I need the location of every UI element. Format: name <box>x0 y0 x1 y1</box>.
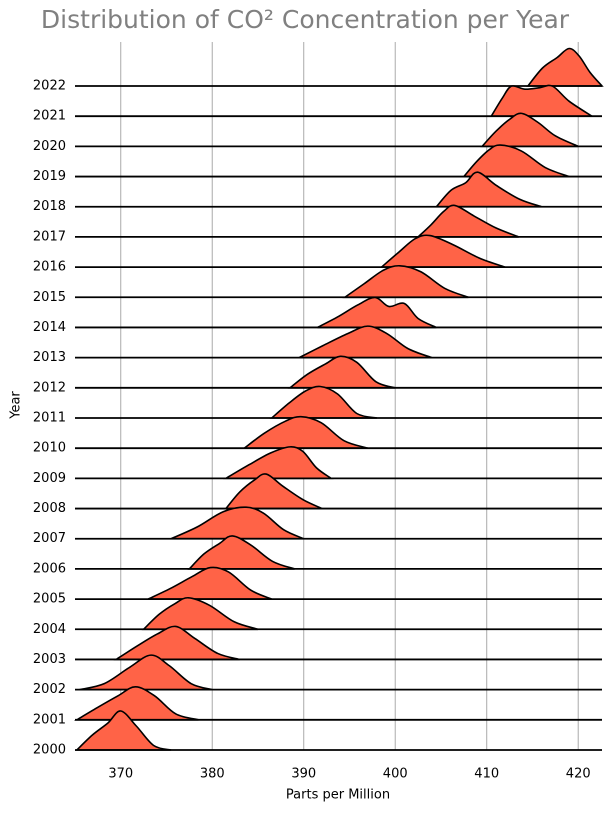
y-tick-label: 2017 <box>33 229 66 244</box>
y-tick-label: 2003 <box>33 652 66 667</box>
y-tick-label: 2010 <box>33 441 66 456</box>
ridge <box>79 654 213 691</box>
ridge <box>480 112 579 148</box>
ridge <box>74 710 172 751</box>
y-tick-label: 2021 <box>33 109 66 124</box>
x-tick-label: 410 <box>474 767 499 782</box>
x-axis-label: Parts per Million <box>286 788 390 803</box>
ridge <box>298 325 433 359</box>
ridge <box>73 686 199 721</box>
y-tick-label: 2020 <box>33 139 66 154</box>
ridge <box>317 296 437 329</box>
x-tick-label: 390 <box>291 767 316 782</box>
ridge <box>416 204 520 238</box>
y-tick-label: 2016 <box>33 260 66 275</box>
y-tick-label: 2019 <box>33 169 66 184</box>
y-axis-label: Year <box>9 391 24 420</box>
ridge <box>287 355 396 389</box>
y-tick-label: 2005 <box>33 592 66 607</box>
x-tick-label: 400 <box>383 767 408 782</box>
ridge <box>147 566 273 600</box>
ridge <box>241 415 369 449</box>
y-tick-label: 2009 <box>33 471 66 486</box>
ridge <box>170 506 305 540</box>
y-tick-label: 2006 <box>33 561 66 576</box>
ridge <box>113 625 240 661</box>
ridge <box>526 47 604 87</box>
y-tick-label: 2011 <box>33 411 66 426</box>
x-tick-label: 380 <box>200 767 225 782</box>
ridge <box>379 234 506 268</box>
y-tick-label: 2004 <box>33 622 66 637</box>
ridge <box>224 473 323 510</box>
y-tick-label: 2022 <box>33 79 66 94</box>
y-tick-label: 2000 <box>33 743 66 758</box>
y-tick-label: 2013 <box>33 350 66 365</box>
y-tick-label: 2014 <box>33 320 66 335</box>
y-tick-label: 2012 <box>33 380 66 395</box>
ridge <box>434 171 542 208</box>
ridge <box>269 385 378 419</box>
x-tick-label: 420 <box>566 767 591 782</box>
y-tick-label: 2001 <box>33 712 66 727</box>
ridge <box>462 144 570 178</box>
y-tick-label: 2015 <box>33 290 66 305</box>
y-tick-label: 2002 <box>33 682 66 697</box>
ridge <box>223 446 334 480</box>
y-tick-label: 2018 <box>33 199 66 214</box>
y-tick-label: 2007 <box>33 531 66 546</box>
ridge <box>187 535 295 570</box>
x-tick-label: 370 <box>108 767 133 782</box>
chart-title: Distribution of CO² Concentration per Ye… <box>41 5 570 34</box>
ridge <box>141 596 259 631</box>
ridge <box>342 264 469 299</box>
ridge <box>489 84 595 117</box>
y-tick-label: 2008 <box>33 501 66 516</box>
